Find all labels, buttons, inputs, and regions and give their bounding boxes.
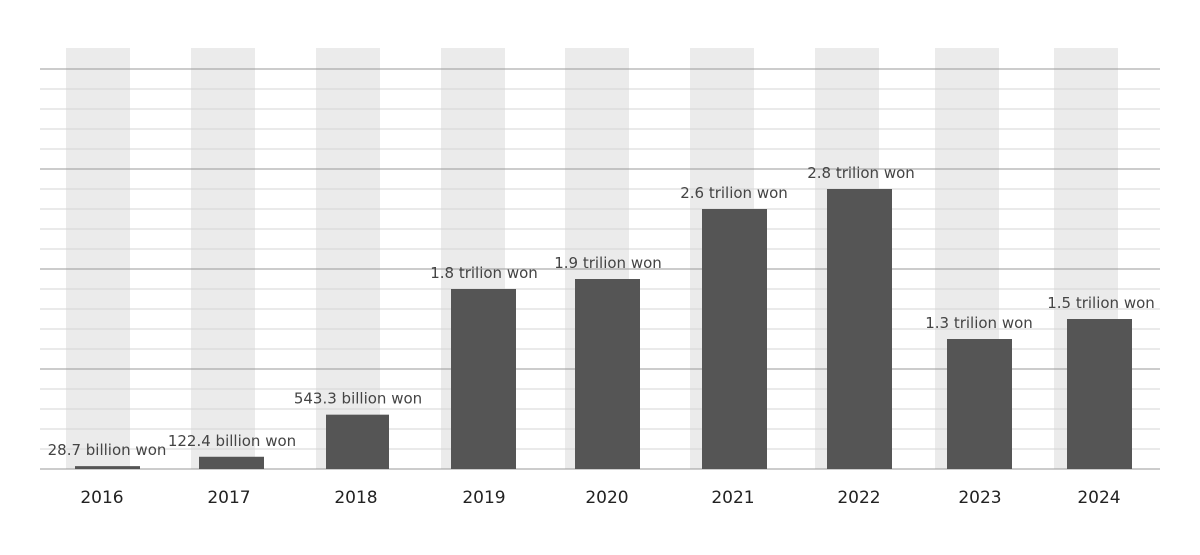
- bar-2022: [827, 189, 892, 469]
- x-tick-label-2016: 2016: [80, 488, 123, 508]
- value-label-2024: 1.5 trilion won: [1047, 294, 1155, 312]
- background-band-2017: [191, 48, 255, 469]
- bars: [75, 189, 1132, 469]
- x-tick-label-2018: 2018: [334, 488, 377, 508]
- x-tick-label-2024: 2024: [1077, 488, 1120, 508]
- bar-2017: [199, 456, 264, 469]
- bar-2024: [1067, 319, 1132, 469]
- x-tick-label-2017: 2017: [207, 488, 250, 508]
- bar-2016: [75, 466, 140, 469]
- bar-2019: [451, 289, 516, 469]
- background-band-2016: [66, 48, 130, 469]
- bar-2021: [702, 209, 767, 469]
- value-label-2019: 1.8 trilion won: [430, 264, 538, 282]
- bar-2023: [947, 339, 1012, 469]
- x-tick-label-2019: 2019: [462, 488, 505, 508]
- x-tick-label-2020: 2020: [585, 488, 628, 508]
- value-label-2017: 122.4 billion won: [168, 432, 296, 450]
- value-label-2023: 1.3 trilion won: [925, 314, 1033, 332]
- value-label-2020: 1.9 trilion won: [554, 254, 662, 272]
- background-band-2018: [316, 48, 380, 469]
- value-label-2018: 543.3 billion won: [294, 390, 422, 408]
- x-tick-labels: 2016 2017 2018 2019 2020 2021 2022 2023 2024: [80, 488, 1120, 508]
- x-tick-label-2023: 2023: [958, 488, 1001, 508]
- x-tick-label-2022: 2022: [837, 488, 880, 508]
- bar-2018: [326, 414, 389, 469]
- value-label-2022: 2.8 trilion won: [807, 164, 915, 182]
- bar-2020: [575, 279, 640, 469]
- value-label-2016: 28.7 billion won: [48, 441, 167, 459]
- value-label-2021: 2.6 trilion won: [680, 184, 788, 202]
- x-tick-label-2021: 2021: [711, 488, 754, 508]
